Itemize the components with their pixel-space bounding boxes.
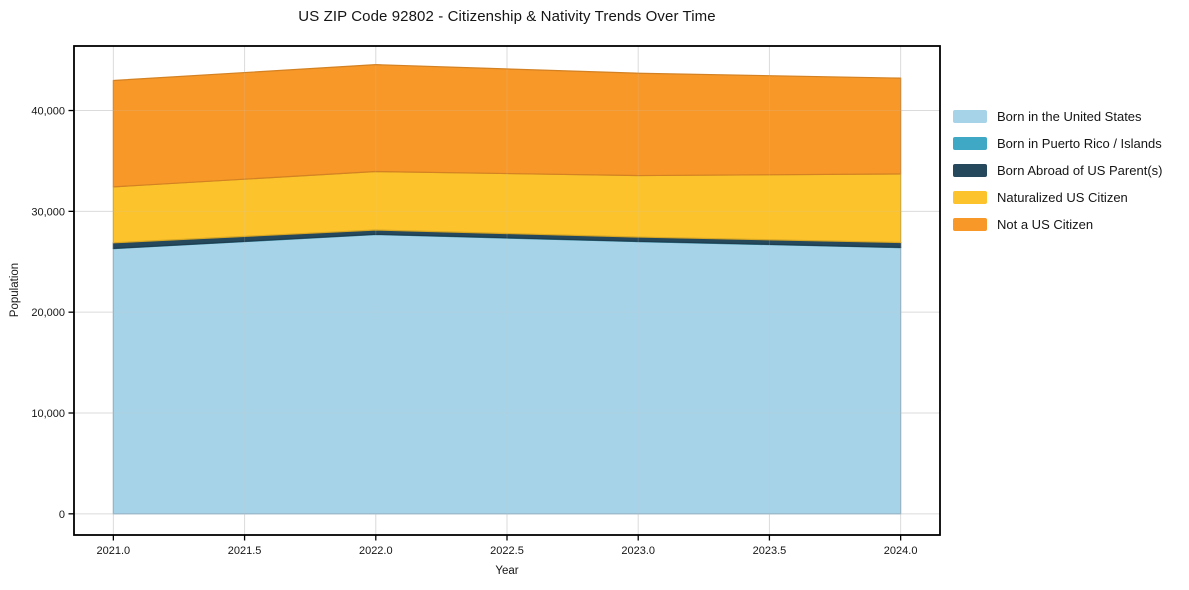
legend-swatch xyxy=(953,191,987,204)
legend-label: Born Abroad of US Parent(s) xyxy=(997,163,1163,178)
legend-label: Born in the United States xyxy=(997,109,1142,124)
x-axis-label: Year xyxy=(495,565,519,577)
chart-title: US ZIP Code 92802 - Citizenship & Nativi… xyxy=(298,8,716,25)
y-tick-label: 40,000 xyxy=(31,106,65,118)
legend-item: Not a US Citizen xyxy=(953,211,1162,238)
legend-swatch xyxy=(953,137,987,150)
y-tick-label: 30,000 xyxy=(31,206,65,218)
y-tick-label: 10,000 xyxy=(31,408,65,420)
legend-swatch xyxy=(953,110,987,123)
y-tick-label: 0 xyxy=(59,509,65,521)
legend-item: Born Abroad of US Parent(s) xyxy=(953,157,1162,184)
legend-label: Not a US Citizen xyxy=(997,217,1094,232)
x-tick-label: 2021.5 xyxy=(228,545,262,557)
y-tick-label: 20,000 xyxy=(31,307,65,319)
legend: Born in the United States Born in Puerto… xyxy=(953,103,1162,238)
plot-frame xyxy=(73,45,941,536)
legend-item: Naturalized US Citizen xyxy=(953,184,1162,211)
x-tick-label: 2024.0 xyxy=(884,545,918,557)
area-series-not-a-us-citizen xyxy=(112,64,902,188)
y-axis-label: Population xyxy=(9,262,21,318)
x-tick-label: 2022.0 xyxy=(359,545,393,557)
x-tick-label: 2021.0 xyxy=(97,545,131,557)
legend-swatch xyxy=(953,164,987,177)
x-tick-label: 2023.5 xyxy=(753,545,787,557)
x-tick-label: 2022.5 xyxy=(490,545,524,557)
x-tick-label: 2023.0 xyxy=(621,545,655,557)
legend-item: Born in the United States xyxy=(953,103,1162,130)
legend-label: Born in Puerto Rico / Islands xyxy=(997,136,1162,151)
legend-swatch xyxy=(953,218,987,231)
legend-item: Born in Puerto Rico / Islands xyxy=(953,130,1162,157)
legend-label: Naturalized US Citizen xyxy=(997,190,1128,205)
